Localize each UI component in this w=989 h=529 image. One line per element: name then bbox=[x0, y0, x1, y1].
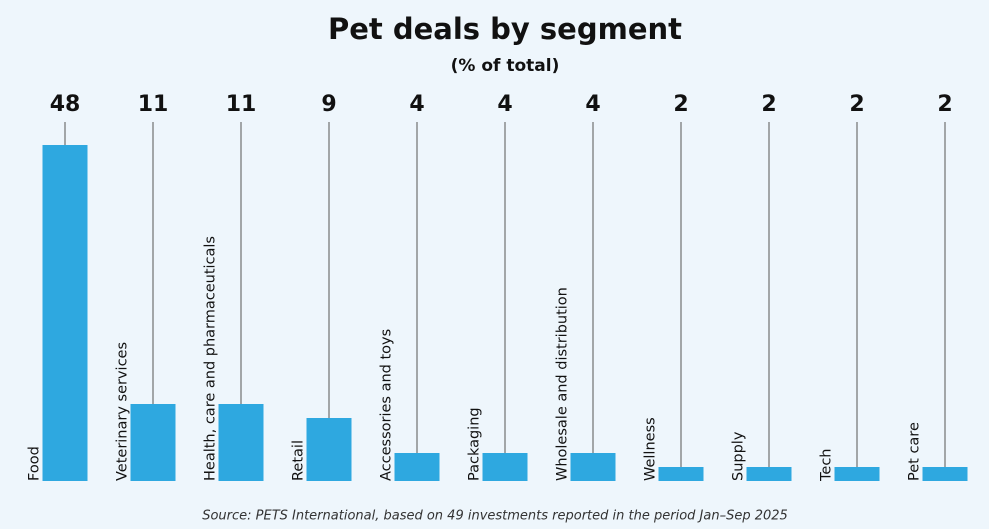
value-label: 9 bbox=[321, 92, 336, 117]
category-label: Veterinary services bbox=[115, 342, 131, 481]
bar bbox=[306, 418, 352, 481]
bar bbox=[42, 145, 88, 481]
chart-subtitle: (% of total) bbox=[451, 56, 560, 76]
category-label: Accessories and toys bbox=[379, 329, 395, 481]
value-label: 4 bbox=[497, 92, 512, 117]
bar bbox=[570, 453, 616, 481]
bar bbox=[834, 467, 880, 481]
category-label: Tech bbox=[819, 449, 835, 482]
value-label: 11 bbox=[138, 92, 169, 117]
category-label: Pet care bbox=[907, 422, 923, 481]
category-label: Health, care and pharmaceuticals bbox=[203, 236, 219, 481]
value-label: 4 bbox=[585, 92, 600, 117]
value-label: 48 bbox=[50, 92, 81, 117]
category-label: Wellness bbox=[643, 417, 659, 481]
value-label: 4 bbox=[409, 92, 424, 117]
bar bbox=[922, 467, 968, 481]
bar bbox=[658, 467, 704, 481]
bar bbox=[394, 453, 440, 481]
chart-title: Pet deals by segment bbox=[328, 12, 682, 46]
source-note: Source: PETS International, based on 49 … bbox=[202, 509, 788, 524]
value-label: 2 bbox=[937, 92, 952, 117]
value-label: 11 bbox=[226, 92, 257, 117]
category-label: Food bbox=[27, 446, 43, 481]
category-label: Wholesale and distribution bbox=[555, 287, 571, 481]
value-label: 2 bbox=[761, 92, 776, 117]
category-label: Retail bbox=[291, 440, 307, 481]
value-label: 2 bbox=[673, 92, 688, 117]
bar bbox=[482, 453, 528, 481]
bar bbox=[746, 467, 792, 481]
category-label: Packaging bbox=[467, 407, 483, 481]
bar bbox=[218, 404, 264, 481]
bar bbox=[130, 404, 176, 481]
value-label: 2 bbox=[849, 92, 864, 117]
category-label: Supply bbox=[731, 431, 747, 481]
